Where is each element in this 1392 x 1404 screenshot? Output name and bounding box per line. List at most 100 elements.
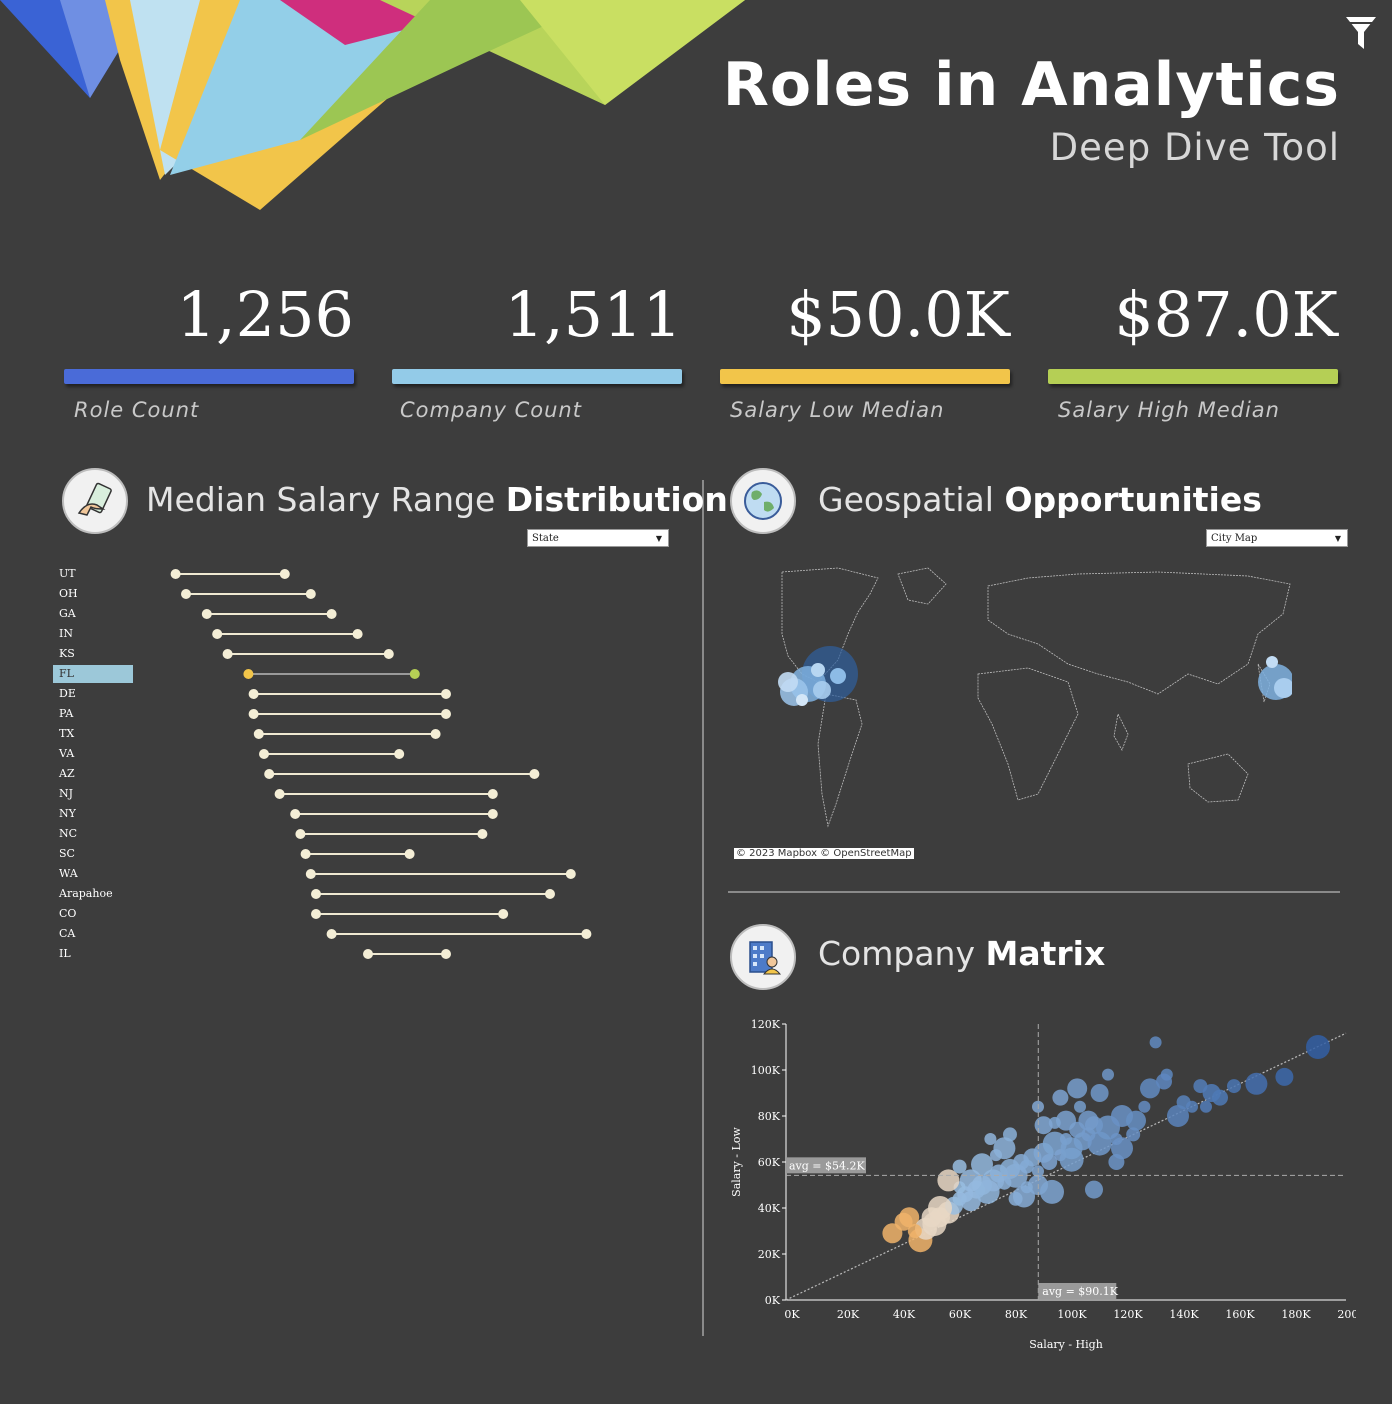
state-label[interactable]: SC [59,847,75,860]
state-label[interactable]: PA [59,707,74,720]
data-point [984,1133,997,1145]
map-type-dropdown[interactable]: City Map ▼ [1206,529,1348,547]
low-dot [290,809,301,819]
x-axis-title: Salary - High [1029,1338,1103,1351]
state-label[interactable]: VA [59,747,75,760]
data-point [1020,1181,1033,1194]
state-label[interactable]: FL [53,665,133,683]
kpi-value: $50.0K [786,278,1010,351]
state-label[interactable]: IL [59,947,71,960]
state-label[interactable]: IN [59,627,73,640]
data-point [1078,1110,1099,1131]
kpi-company-count: 1,511 Company Count [392,278,682,422]
low-dot [363,949,373,959]
data-point [1212,1089,1228,1106]
state-label[interactable]: KS [59,647,75,660]
x-tick-label: 180K [1281,1308,1311,1321]
avg-low-label: avg = $54.2K [789,1159,866,1172]
high-dot [409,669,420,679]
world-map[interactable] [778,564,1292,836]
map-bubbles-us [778,646,858,706]
kpi-label: Salary High Median [1058,398,1280,422]
x-tick-label: 0K [784,1308,800,1321]
state-dropdown[interactable]: State ▼ [527,529,669,547]
map-bubbles-asia [1258,656,1292,700]
filter-icon[interactable] [1344,14,1378,52]
x-tick-label: 200K [1337,1308,1356,1321]
data-point [1003,1127,1017,1142]
state-label[interactable]: CO [59,907,77,920]
low-dot [170,569,181,579]
high-dot [498,909,509,919]
y-tick-label: 80K [758,1110,781,1123]
x-tick-label: 20K [837,1308,860,1321]
avg-high-label-bg [1038,1283,1117,1299]
y-tick-label: 100K [751,1064,781,1077]
state-label[interactable]: DE [59,687,76,700]
high-dot [581,929,592,939]
low-dot [212,629,223,639]
high-dot [477,829,488,839]
data-point [1074,1100,1086,1113]
state-label[interactable]: UT [59,567,76,580]
salary-title-bold: Distribution [505,480,728,519]
low-dot [253,729,264,739]
state-label[interactable]: NJ [59,787,74,800]
y-tick-label: 20K [758,1248,781,1261]
state-label[interactable]: NY [59,807,76,820]
data-point [1156,1073,1172,1090]
data-point [971,1153,993,1176]
high-dot [352,629,363,639]
state-label[interactable]: AZ [59,767,75,780]
kpi-bar [720,369,1010,384]
data-point [1008,1191,1023,1206]
high-dot [305,589,316,599]
data-point [1056,1110,1076,1131]
low-dot [222,649,233,659]
avg-low-label-bg [786,1157,866,1174]
data-point [1176,1095,1191,1110]
geo-section-title: Geospatial Opportunities [818,480,1262,519]
high-dot [487,789,498,799]
page-subtitle: Deep Dive Tool [1049,126,1340,169]
data-point [1067,1078,1088,1099]
high-dot [441,949,451,959]
low-dot [305,869,316,879]
matrix-title-bold: Matrix [985,934,1106,973]
low-dot [201,609,212,619]
data-point [1140,1078,1160,1099]
state-label[interactable]: GA [59,607,76,620]
geo-title-bold: Opportunities [1004,480,1262,519]
state-label[interactable]: TX [59,727,75,740]
x-tick-label: 140K [1169,1308,1199,1321]
high-dot [326,609,337,619]
y-tick-label: 40K [758,1202,781,1215]
low-dot [295,829,306,839]
state-label[interactable]: Arapahoe [59,887,113,900]
data-point [1126,1110,1146,1131]
y-tick-label: 0K [765,1294,781,1307]
high-dot [565,869,576,879]
low-dot [311,909,321,919]
state-label[interactable]: WA [59,867,78,880]
state-label[interactable]: CA [59,927,76,940]
kpi-label: Salary Low Median [730,398,945,422]
data-point [1167,1105,1189,1127]
avg-high-label: avg = $90.1K [1042,1285,1119,1298]
salary-title-light: Median Salary Range [146,480,496,519]
low-dot [326,929,337,939]
kpi-role-count: 1,256 Role Count [64,278,354,422]
x-tick-label: 60K [949,1308,972,1321]
state-label[interactable]: OH [59,587,78,600]
header-art [0,0,745,210]
kpi-bar [1048,369,1338,384]
x-tick-label: 40K [893,1308,916,1321]
globe-icon [730,468,796,534]
data-point [1085,1180,1103,1199]
data-point [899,1207,920,1228]
money-hand-icon [62,468,128,534]
state-label[interactable]: NC [59,827,78,840]
kpi-bar [64,369,354,384]
kpi-value: $87.0K [1114,278,1338,351]
kpi-value: 1,256 [176,278,355,351]
